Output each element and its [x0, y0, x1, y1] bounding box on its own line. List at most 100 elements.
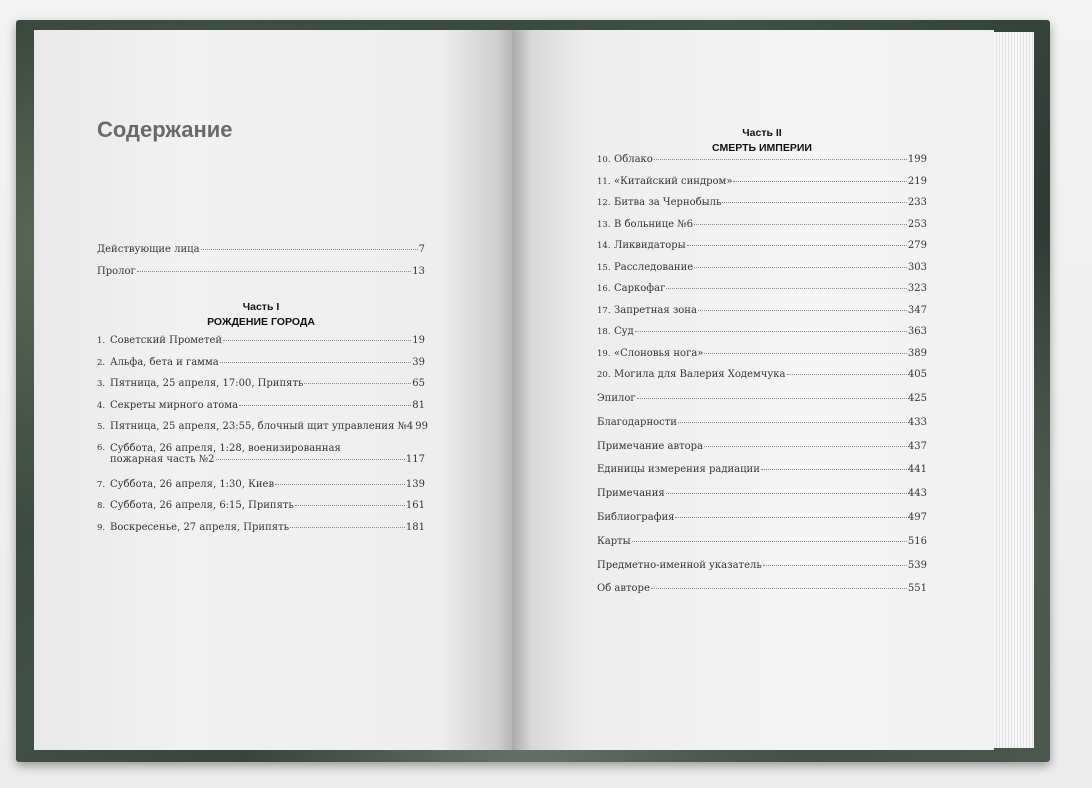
toc-entry[interactable]: Благодарности 433	[597, 417, 927, 441]
chapter-number: 6.	[97, 442, 106, 453]
toc-entry[interactable]: 1. Советский Прометей 19	[97, 335, 425, 357]
page-number: 539	[907, 559, 927, 571]
page-number: 425	[907, 393, 927, 404]
part-1-chapters: 1. Советский Прометей 19 2. Альфа, бета и га…	[97, 335, 429, 544]
chapter-number: 16.	[597, 284, 611, 294]
toc-entry[interactable]: 17. Запретная зона 347	[597, 305, 927, 327]
entry-title: «Слоновья нога»	[614, 347, 704, 359]
dot-leader	[666, 288, 907, 289]
dot-leader	[215, 458, 405, 460]
page-number: 441	[907, 464, 927, 476]
chapter-number: 7.	[97, 479, 106, 490]
toc-entry[interactable]: 20. Могила для Валерия Ходемчука 405	[597, 369, 927, 391]
page-number: 19	[412, 335, 425, 346]
toc-entry[interactable]: 13. В больнице №6 253	[597, 219, 927, 241]
toc-entry[interactable]: 10. Облако 199	[597, 154, 927, 176]
entry-title: Суд	[614, 326, 634, 337]
toc-entry[interactable]: 9. Воскресенье, 27 апреля, Припять 181	[97, 522, 425, 544]
page-number: 233	[907, 197, 927, 208]
page-number: 199	[907, 154, 927, 165]
entry-title: Пролог	[97, 265, 136, 277]
toc-entry[interactable]: Пролог 13	[97, 266, 425, 288]
toc-entry[interactable]: 5. Пятница, 25 апреля, 23:55, блочный щит…	[97, 421, 429, 443]
toc-entry[interactable]: Действующие лица 7	[97, 244, 425, 266]
page-number: 181	[405, 521, 425, 533]
dot-leader	[786, 374, 907, 375]
front-matter-list: Действующие лица 7 Пролог 13	[97, 244, 425, 287]
entry-title-continued: пожарная часть №2	[110, 453, 215, 465]
dot-leader	[634, 331, 907, 332]
page-number: 117	[405, 453, 425, 465]
toc-entry[interactable]: 3. Пятница, 25 апреля, 17:00, Припять 65	[97, 378, 425, 400]
dot-leader	[675, 516, 907, 518]
entry-title: Суббота, 26 апреля, 1:30, Киев	[110, 478, 275, 490]
right-page	[512, 30, 994, 750]
toc-entry[interactable]: 14. Ликвидаторы 279	[597, 240, 927, 262]
dot-leader	[704, 445, 907, 447]
toc-entry[interactable]: 11. «Китайский синдром» 219	[597, 176, 927, 198]
dot-leader	[733, 180, 907, 182]
page-number: 363	[907, 326, 927, 337]
page-number: 99	[415, 421, 429, 432]
dot-leader	[275, 483, 405, 485]
page-number: 13	[412, 265, 425, 277]
toc-title: Содержание	[97, 117, 233, 142]
toc-entry[interactable]: 18. Суд 363	[597, 326, 927, 348]
toc-entry[interactable]: 16. Саркофаг 323	[597, 283, 927, 305]
page-number: 347	[907, 304, 927, 316]
toc-entry[interactable]: Единицы измерения радиации 441	[597, 464, 927, 488]
dot-leader	[686, 245, 907, 246]
entry-title: Суббота, 26 апреля, 6:15, Припять	[110, 500, 294, 511]
dot-leader	[760, 469, 907, 471]
part-2-chapters: 10. Облако 199 11. «Китайский синдром» 219 12.…	[597, 154, 927, 391]
toc-entry[interactable]: Карты 516	[597, 536, 927, 560]
page-number: 405	[907, 369, 927, 380]
dot-leader	[762, 564, 907, 566]
toc-entry[interactable]: 8. Суббота, 26 апреля, 6:15, Припять 161	[97, 500, 425, 522]
toc-entry[interactable]: 19. «Слоновья нога» 389	[597, 348, 927, 370]
page-number: 389	[907, 347, 927, 359]
entry-title: Пятница, 25 апреля, 23:55, блочный щит у…	[110, 421, 414, 432]
back-matter-list: Эпилог 425 Благодарности 433 Примечание авто…	[597, 393, 927, 607]
toc-entry[interactable]: Предметно-именной указатель 539	[597, 560, 927, 584]
toc-entry[interactable]: 4. Секреты мирного атома 81	[97, 400, 425, 422]
toc-entry[interactable]: Библиография 497	[597, 512, 927, 536]
dot-leader	[239, 404, 412, 406]
chapter-number: 9.	[97, 522, 106, 533]
entry-title: «Китайский синдром»	[614, 175, 733, 187]
toc-entry[interactable]: Примечание автора 437	[597, 441, 927, 465]
part-1-heading: Часть I РОЖДЕНИЕ ГОРОДА	[97, 300, 425, 330]
dot-leader	[219, 361, 412, 363]
toc-entry[interactable]: 12. Битва за Чернобыль 233	[597, 197, 927, 219]
chapter-number: 20.	[597, 370, 611, 380]
toc-entry[interactable]: 15. Расследование 303	[597, 262, 927, 284]
page-number: 433	[907, 416, 927, 428]
entry-title: Советский Прометей	[110, 335, 223, 346]
chapter-number: 17.	[597, 305, 611, 316]
page-number: 139	[405, 478, 425, 490]
dot-leader	[294, 505, 405, 506]
toc-entry[interactable]: Примечания 443	[597, 488, 927, 512]
dot-leader	[290, 526, 405, 528]
entry-title: Примечание автора	[597, 440, 703, 452]
page-number: 516	[907, 535, 927, 547]
toc-entry[interactable]: Об авторе 551	[597, 583, 927, 607]
chapter-number: 11.	[597, 176, 611, 187]
left-page	[34, 30, 512, 750]
toc-entry[interactable]: 6. Суббота, 26 апреля, 1:28, военизирован…	[97, 443, 425, 479]
toc-entry[interactable]: Эпилог 425	[597, 393, 927, 417]
entry-title: Предметно-именной указатель	[597, 559, 762, 571]
toc-entry[interactable]: 2. Альфа, бета и гамма 39	[97, 357, 425, 379]
toc-entry[interactable]: 7. Суббота, 26 апреля, 1:30, Киев 139	[97, 479, 425, 501]
part-2-subtitle: СМЕРТЬ ИМПЕРИИ	[712, 142, 812, 154]
dot-leader	[650, 588, 907, 590]
chapter-number: 1.	[97, 336, 106, 346]
page-edges	[994, 32, 1034, 748]
entry-title: Облако	[614, 154, 653, 165]
page-number: 323	[907, 283, 927, 294]
entry-title: Эпилог	[597, 393, 636, 404]
dot-leader	[704, 352, 907, 354]
dot-leader	[697, 309, 907, 311]
page-number: 39	[412, 356, 425, 368]
chapter-number: 10.	[597, 155, 611, 165]
